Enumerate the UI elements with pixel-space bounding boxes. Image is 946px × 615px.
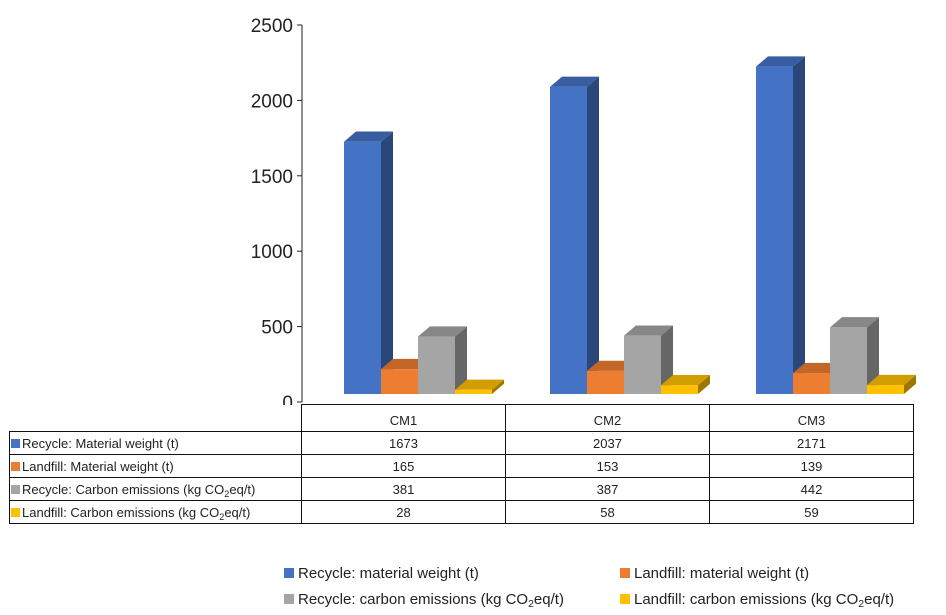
bar-top: [867, 374, 916, 386]
table-cell: 2171: [709, 431, 914, 455]
y-tick-label: 500: [261, 318, 293, 339]
y-tick-label: 1000: [251, 242, 293, 263]
bar-top: [661, 375, 710, 386]
table-cell: 153: [505, 454, 710, 478]
bar-side: [661, 325, 673, 394]
chart-plot: 0 500 1000 1500 2000 2500: [251, 16, 916, 405]
bar-side: [904, 374, 916, 394]
table-row: Recycle: Carbon emissions (kg CO2eq/t) 3…: [9, 477, 914, 501]
legend-label: Landfill: material weight (t): [634, 565, 810, 582]
bar: [867, 385, 904, 394]
bar-side: [698, 375, 710, 394]
series-label: Landfill: Material weight (t): [22, 458, 174, 474]
table-cell: 387: [505, 477, 710, 501]
bar-top: [344, 131, 393, 142]
table-row-label: Recycle: Carbon emissions (kg CO2eq/t): [9, 477, 302, 501]
table-cell: 442: [709, 477, 914, 501]
y-tick-label: 2500: [251, 16, 293, 37]
table-cell: 28: [301, 500, 506, 524]
table-corner: [9, 404, 302, 432]
table-cell: 1673: [301, 431, 506, 455]
table-cell: 58: [505, 500, 710, 524]
series-label-end: eq/t): [224, 504, 251, 520]
bar: [381, 369, 418, 394]
bar: [418, 336, 455, 394]
series-label: Recycle: Carbon emissions (kg CO: [22, 481, 225, 497]
legend-item: Recycle: material weight (t): [284, 565, 479, 582]
legend-label: Recycle: carbon emissions (kg CO: [298, 591, 529, 608]
series-label: Recycle: Material weight (t): [22, 435, 179, 451]
legend-swatch: [11, 484, 20, 494]
legend-swatch: [11, 438, 20, 448]
bar-top: [587, 360, 636, 371]
bar-top: [550, 76, 599, 87]
table-cell: 59: [709, 500, 914, 524]
y-tick-label: 0: [282, 393, 293, 405]
table-header-cm3: CM3: [709, 404, 914, 432]
legend-swatch: [620, 594, 630, 604]
legend-item: Landfill: carbon emissions (kg CO2eq/t): [620, 591, 895, 610]
series-label-subscript: 2: [224, 488, 230, 499]
legend-label: Landfill: carbon emissions (kg CO: [634, 591, 859, 608]
bar: [550, 86, 587, 394]
table-cell: 165: [301, 454, 506, 478]
y-tick-label: 1500: [251, 167, 293, 188]
table-header-cm1: CM1: [301, 404, 506, 432]
legend-swatch: [284, 568, 294, 578]
table-header-cm2: CM2: [505, 404, 710, 432]
bar-side: [587, 76, 599, 395]
table-header-row: CM1 CM2 CM3: [9, 404, 914, 432]
bar-top: [381, 358, 430, 370]
table-row-label: Landfill: Carbon emissions (kg CO2eq/t): [9, 500, 302, 524]
bar: [624, 335, 661, 394]
table-cell: 381: [301, 477, 506, 501]
legend-item: Landfill: material weight (t): [620, 565, 809, 582]
bar: [587, 370, 624, 394]
legend-label: Recycle: material weight (t): [298, 565, 479, 582]
legend-swatch: [620, 568, 630, 578]
legend-swatch: [11, 507, 20, 517]
legend-swatch: [11, 461, 20, 471]
table-row: Recycle: Material weight (t) 1673 2037 2…: [9, 431, 914, 455]
series-label: Landfill: Carbon emissions (kg CO: [22, 504, 220, 520]
table-row-label: Recycle: Material weight (t): [9, 431, 302, 455]
bar: [661, 385, 698, 394]
table-row: Landfill: Material weight (t) 165 153 13…: [9, 454, 914, 478]
bar-top: [624, 325, 673, 336]
series-label-subscript: 2: [219, 511, 225, 522]
table-row: Landfill: Carbon emissions (kg CO2eq/t) …: [9, 500, 914, 524]
bar-side: [793, 56, 805, 394]
bar-top: [455, 379, 504, 390]
legend-label-end: eq/t): [533, 591, 564, 608]
legend-label-subscript: 2: [528, 598, 534, 610]
table-cell: 2037: [505, 431, 710, 455]
series-label-end: eq/t): [229, 481, 256, 497]
legend-item: Recycle: carbon emissions (kg CO2eq/t): [284, 591, 564, 610]
bar: [344, 141, 381, 394]
bar: [793, 373, 830, 394]
legend-label-subscript: 2: [858, 598, 865, 610]
table-row-label: Landfill: Material weight (t): [9, 454, 302, 478]
bar-top: [418, 326, 467, 337]
table-cell: 139: [709, 454, 914, 478]
bar-side: [455, 326, 467, 394]
bar-side: [867, 317, 879, 394]
bar-side: [381, 131, 393, 394]
bar: [455, 389, 492, 394]
bar-top: [756, 56, 805, 67]
bar: [830, 327, 867, 394]
bar-top: [830, 317, 879, 328]
bar-top: [793, 362, 842, 374]
legend-label-end: eq/t): [864, 591, 895, 608]
data-table: CM1 CM2 CM3 Recycle: Material weight (t)…: [9, 404, 914, 524]
y-tick-label: 2000: [251, 91, 293, 112]
bar: [756, 66, 793, 395]
bar-side: [492, 379, 504, 394]
legend-swatch: [284, 594, 294, 604]
